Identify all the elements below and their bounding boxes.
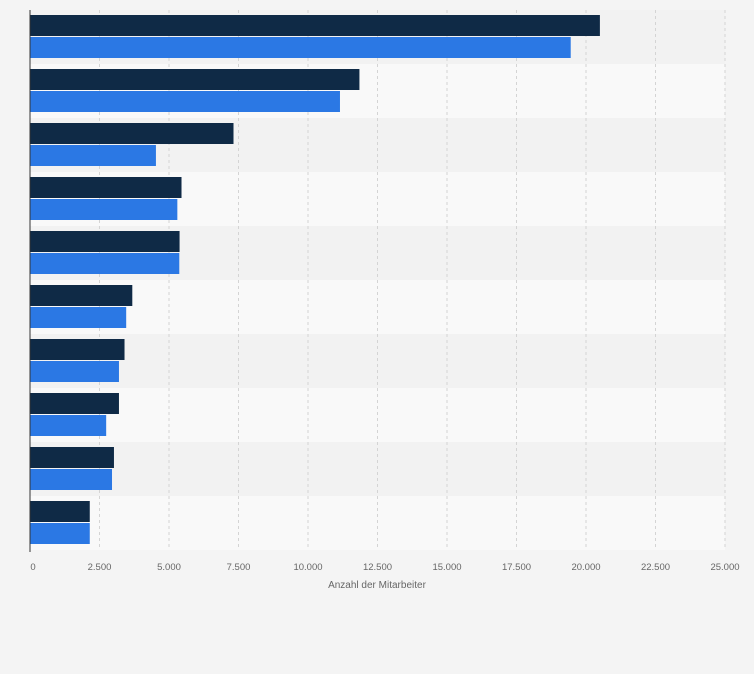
x-tick-label: 12.500 [363,562,392,573]
bar-series-2[interactable] [30,415,107,436]
x-axis-label: Anzahl der Mitarbeiter [328,580,426,591]
bar-series-1[interactable] [30,447,114,468]
bar-series-2[interactable] [30,91,340,112]
bar-series-1[interactable] [30,501,90,522]
x-tick-label: 25.000 [710,562,739,573]
bars [30,15,600,544]
bar-series-2[interactable] [30,145,156,166]
x-tick-label: 17.500 [502,562,531,573]
bar-series-2[interactable] [30,361,119,382]
bar-series-2[interactable] [30,307,127,328]
bar-series-1[interactable] [30,177,182,198]
x-tick-label: 5.000 [157,562,181,573]
x-tick-label: 10.000 [293,562,322,573]
bar-series-1[interactable] [30,15,600,36]
x-tick-label: 22.500 [641,562,670,573]
x-tick-label: 20.000 [571,562,600,573]
x-tick-labels: 0 2.500 5.000 7.500 10.000 12.500 15.000 17.500… [30,562,739,573]
x-tick-label: 15.000 [432,562,461,573]
bar-series-1[interactable] [30,339,125,360]
bar-series-2[interactable] [30,37,571,58]
bar-series-1[interactable] [30,231,180,252]
x-tick-label: 7.500 [227,562,251,573]
bar-series-1[interactable] [30,69,360,90]
bar-series-2[interactable] [30,199,178,220]
bar-series-2[interactable] [30,523,90,544]
x-tick-label: 0 [30,562,35,573]
bar-series-1[interactable] [30,123,234,144]
bar-series-1[interactable] [30,393,119,414]
x-tick-label: 2.500 [88,562,112,573]
bar-series-2[interactable] [30,469,113,490]
bar-series-1[interactable] [30,285,133,306]
bar-series-2[interactable] [30,253,180,274]
